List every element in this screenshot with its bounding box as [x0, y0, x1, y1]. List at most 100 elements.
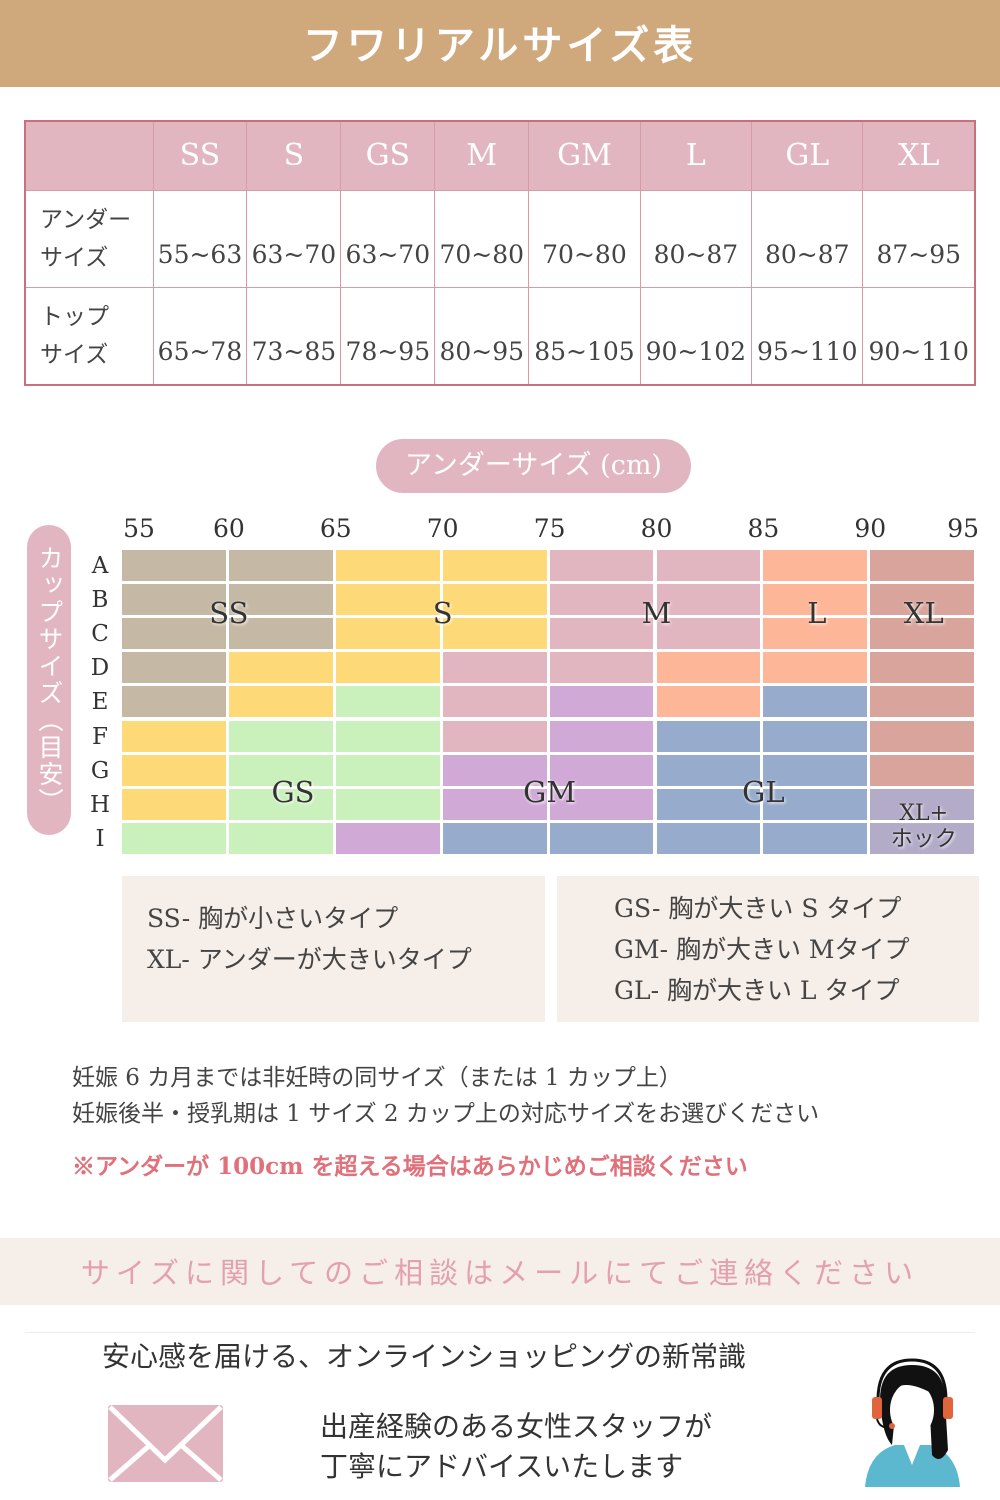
grid-cell-l: [656, 686, 764, 721]
x-tick-label: 85: [747, 514, 780, 543]
tagline: 安心感を届ける、オンラインショッピングの新常識: [102, 1340, 747, 1373]
table-cell: 95~110: [751, 286, 864, 386]
grid-cell-m: [442, 686, 550, 721]
grid-cell-gm: [442, 788, 550, 823]
y-tick-label: E: [91, 689, 109, 716]
table-cell: 73~85: [246, 286, 342, 386]
grid-cell-xl: [870, 686, 978, 721]
legend-item: GL- 胸が大きい L タイプ: [614, 976, 900, 1005]
col-header: GM: [528, 120, 641, 191]
grid-cell-l: [763, 652, 871, 687]
grid-cell-ss: [228, 550, 336, 585]
grid-cell-m: [549, 618, 657, 653]
table-cell: 55~63: [152, 189, 248, 288]
table-cell: 63~70: [246, 189, 342, 288]
table-cell: 90~110: [862, 286, 976, 386]
grid-cell-gs: [335, 686, 443, 721]
grid-cell-s: [442, 550, 550, 585]
x-tick-label: 70: [426, 514, 459, 543]
grid-cell-ss: [228, 584, 336, 619]
grid-cell-l: [656, 652, 764, 687]
y-tick-label: D: [90, 655, 110, 682]
grid-cell-m: [656, 584, 764, 619]
grid-cell-gm: [549, 686, 657, 721]
legend-item: GM- 胸が大きい Mタイプ: [614, 935, 910, 964]
grid-cell-s: [442, 584, 550, 619]
size-grid: SS S M L XL GS GM GL XL+ ホック: [122, 550, 978, 857]
x-tick-label: 75: [533, 514, 566, 543]
legend-right: GS- 胸が大きい S タイプ GM- 胸が大きい Mタイプ GL- 胸が大きい…: [557, 876, 979, 1022]
grid-cell-gl: [763, 754, 871, 789]
row-label: トップ サイズ: [24, 286, 154, 386]
y-tick-label: C: [91, 621, 109, 648]
grid-cell-m: [442, 652, 550, 687]
grid-cell-s: [122, 720, 229, 755]
grid-cell-gs: [228, 720, 336, 755]
x-axis-label: アンダーサイズ (cm): [376, 439, 691, 493]
table-cell: 70~80: [528, 189, 641, 288]
grid-cell-gs: [335, 720, 443, 755]
grid-cell-xl: [870, 720, 978, 755]
grid-cell-gs: [335, 788, 443, 823]
col-header: GS: [340, 120, 436, 191]
legend-item: XL- アンダーが大きいタイプ: [147, 945, 472, 974]
table-cell: 70~80: [434, 189, 530, 288]
footer-line-1: 出産経験のある女性スタッフが: [320, 1410, 713, 1443]
grid-cell-s: [228, 686, 336, 721]
grid-cell-s: [335, 618, 443, 653]
grid-cell-ss: [122, 584, 229, 619]
grid-cell-gl: [763, 686, 871, 721]
zone-label: S: [432, 596, 453, 631]
grid-cell-l: [763, 618, 871, 653]
grid-cell-s: [228, 652, 336, 687]
footer-line-2: 丁寧にアドバイスいたします: [320, 1450, 684, 1483]
legend-item: SS- 胸が小さいタイプ: [147, 904, 399, 933]
col-header: S: [246, 120, 342, 191]
grid-cell-gl: [763, 720, 871, 755]
grid-cell-gl: [656, 754, 764, 789]
note-2: 妊娠後半・授乳期は 1 サイズ 2 カップ上の対応サイズをお選びください: [72, 1101, 820, 1127]
y-tick-label: I: [95, 825, 105, 852]
grid-cell-s: [335, 584, 443, 619]
table-cell: 80~87: [751, 189, 864, 288]
mail-icon[interactable]: [108, 1405, 223, 1482]
grid-cell-gl: [656, 720, 764, 755]
zone-label: XL+: [899, 801, 949, 827]
grid-cell-xl: [870, 652, 978, 687]
grid-cell-gs: [228, 788, 336, 823]
page-title: フワリアルサイズ表: [0, 0, 1000, 87]
x-tick-label: 65: [319, 514, 352, 543]
grid-cell-gl: [763, 788, 871, 823]
grid-cell-s: [122, 754, 229, 789]
x-tick-label: 60: [212, 514, 245, 543]
grid-cell-xl: [870, 788, 978, 823]
x-tick-label: 80: [640, 514, 673, 543]
grid-cell-xl: [870, 822, 978, 857]
support-staff-icon: [865, 1358, 960, 1487]
grid-cell-m: [656, 618, 764, 653]
zone-label: GL: [742, 775, 785, 810]
y-tick-label: B: [91, 587, 109, 614]
col-header: SS: [152, 120, 248, 191]
grid-cell-gm: [335, 822, 443, 857]
grid-cell-l: [763, 550, 871, 585]
contact-banner: サイズに関してのご相談はメールにてご連絡ください: [0, 1238, 1000, 1305]
grid-cell-ss: [122, 550, 229, 585]
grid-cell-gs: [122, 822, 229, 857]
table-row: トップ サイズ 65~78 73~85 78~95 80~95 85~105 90~102 95…: [24, 286, 976, 386]
legend-left: SS- 胸が小さいタイプ XL- アンダーが大きいタイプ: [122, 876, 545, 1022]
table-cell: 65~78: [152, 286, 248, 386]
row-label: アンダー サイズ: [24, 189, 154, 288]
grid-cell-gm: [549, 754, 657, 789]
grid-cell-gl: [442, 822, 550, 857]
grid-cell-gs: [228, 754, 336, 789]
grid-cell-ss: [122, 618, 229, 653]
table-cell: 63~70: [340, 189, 436, 288]
grid-cell-s: [335, 550, 443, 585]
y-tick-label: G: [90, 757, 110, 784]
row-label-line: サイズ: [40, 341, 109, 368]
grid-cell-ss: [122, 686, 229, 721]
grid-cell-m: [656, 550, 764, 585]
grid-cell-ss: [122, 652, 229, 687]
x-tick-label: 95: [947, 514, 980, 543]
